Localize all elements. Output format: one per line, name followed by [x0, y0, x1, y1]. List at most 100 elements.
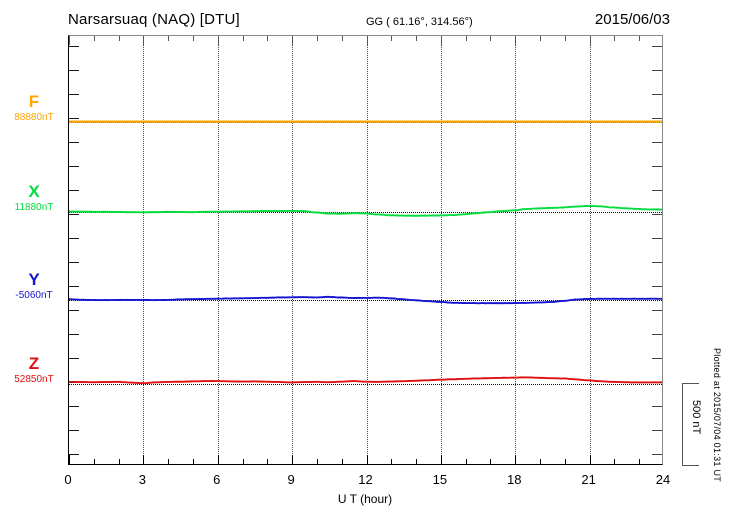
station-title: Narsarsuaq (NAQ) [DTU]: [68, 11, 240, 28]
x-axis-title: U T (hour): [337, 492, 393, 506]
y-axis-tick: [69, 118, 79, 119]
y-axis-tick-right: [652, 214, 662, 215]
y-axis-tick-right: [652, 142, 662, 143]
x-axis-tick-top: [366, 36, 368, 45]
x-axis-tick: [564, 459, 566, 464]
x-axis-tick: [540, 459, 542, 464]
component-symbol: X: [28, 182, 40, 201]
y-axis-tick-right: [652, 406, 662, 407]
component-baseline-value: 11880nT: [14, 202, 54, 213]
y-axis-tick: [69, 190, 79, 191]
x-axis-tick-top: [69, 36, 70, 45]
x-axis-tick: [614, 459, 616, 464]
component-baseline-value: 52850nT: [14, 374, 54, 385]
x-axis-tick: [366, 455, 368, 464]
x-axis-tick-top: [292, 36, 294, 45]
x-axis-tick: [217, 455, 219, 464]
x-axis-tick-top: [564, 36, 566, 41]
x-axis-tick: [440, 455, 442, 464]
y-axis-tick: [69, 430, 79, 431]
x-axis-tick: [192, 459, 194, 464]
x-axis-tick-top: [242, 36, 244, 41]
y-axis-tick-right: [652, 118, 662, 119]
x-axis-label: 3: [138, 472, 146, 487]
x-axis-tick: [143, 455, 145, 464]
scale-bar-bottom-cap: [682, 465, 699, 466]
chart-header: Narsarsuaq (NAQ) [DTU] GG ( 61.16°, 314.…: [0, 0, 730, 34]
x-axis-tick: [93, 459, 95, 464]
x-axis-tick: [639, 459, 641, 464]
y-axis-tick-right: [652, 454, 662, 455]
y-axis-tick-right: [652, 430, 662, 431]
x-axis-tick-top: [391, 36, 393, 41]
grid-line-vertical: [366, 36, 368, 464]
baseline-x: [69, 212, 662, 213]
x-axis-tick-top: [540, 36, 542, 41]
x-axis-tick: [515, 455, 517, 464]
x-axis-tick-top: [267, 36, 269, 41]
x-axis-tick-top: [316, 36, 318, 41]
x-axis-tick: [118, 459, 120, 464]
component-label-z: Z 52850nT: [2, 355, 66, 386]
grid-line-vertical: [217, 36, 219, 464]
y-axis-tick-right: [652, 286, 662, 287]
plot-area: [68, 35, 663, 465]
y-axis-tick-right: [652, 94, 662, 95]
y-axis-tick: [69, 142, 79, 143]
y-axis-tick: [69, 214, 79, 215]
y-axis-tick: [69, 46, 79, 47]
geographic-coordinates: GG ( 61.16°, 314.56°): [366, 16, 473, 28]
y-axis-tick-right: [652, 70, 662, 71]
x-axis-label: 6: [213, 472, 221, 487]
x-axis-tick-top: [490, 36, 492, 41]
component-baseline-value: 88880nT: [14, 112, 54, 123]
observation-date: 2015/06/03: [594, 11, 670, 28]
y-axis-tick: [69, 334, 79, 335]
y-axis-tick-right: [652, 262, 662, 263]
x-axis-tick-top: [465, 36, 467, 41]
y-axis-tick: [69, 166, 79, 167]
x-axis-tick-top: [515, 36, 517, 45]
trace-y: [69, 36, 662, 464]
y-axis-tick: [69, 406, 79, 407]
x-axis-tick: [267, 459, 269, 464]
x-axis-tick-top: [639, 36, 641, 41]
plotted-at-timestamp: Plotted at 2015/07/04 01:31 UT: [712, 348, 722, 483]
y-axis-tick: [69, 358, 79, 359]
grid-line-vertical: [589, 36, 591, 464]
x-axis-label: 18: [507, 472, 522, 487]
y-axis-tick: [69, 70, 79, 71]
y-axis-tick-right: [652, 166, 662, 167]
y-axis-tick-right: [652, 190, 662, 191]
x-axis-label: 9: [287, 472, 295, 487]
x-axis-tick: [341, 459, 343, 464]
x-axis-tick-top: [217, 36, 219, 45]
component-symbol: Z: [28, 354, 40, 373]
x-axis-tick-top: [143, 36, 145, 45]
component-symbol: F: [28, 92, 40, 111]
component-baseline-value: -5060nT: [15, 290, 53, 301]
x-axis-tick: [416, 459, 418, 464]
x-axis-tick-top: [192, 36, 194, 41]
component-label-x: X 11880nT: [2, 183, 66, 214]
y-axis-tick: [69, 94, 79, 95]
scale-bar: [682, 383, 683, 465]
x-axis-tick-top: [416, 36, 418, 41]
x-axis-tick: [589, 455, 591, 464]
y-axis-tick: [69, 262, 79, 263]
y-axis-tick-right: [652, 238, 662, 239]
x-axis-tick: [242, 459, 244, 464]
x-axis-tick-top: [118, 36, 120, 41]
trace-z: [69, 36, 662, 464]
x-axis-label: 24: [655, 472, 671, 487]
x-axis-tick-top: [168, 36, 170, 41]
x-axis-tick-top: [341, 36, 343, 41]
y-axis-tick: [69, 454, 79, 455]
y-axis-tick-right: [652, 334, 662, 335]
component-label-f: F 88880nT: [2, 93, 66, 124]
x-axis-tick-top: [93, 36, 95, 41]
x-axis-label: 12: [358, 472, 373, 487]
x-axis-tick-top: [614, 36, 616, 41]
baseline-z: [69, 384, 662, 385]
